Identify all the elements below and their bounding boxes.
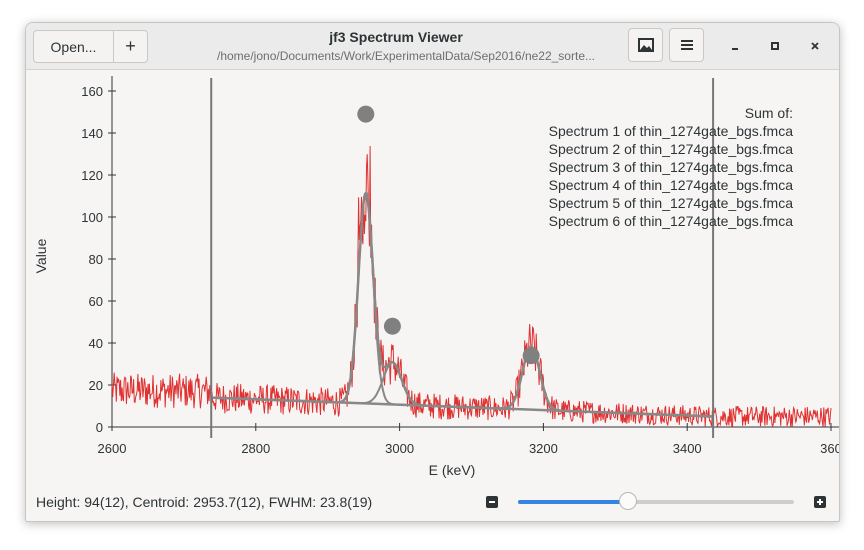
x-tick-label: 3400 bbox=[673, 441, 702, 456]
window-title: jf3 Spectrum Viewer bbox=[329, 29, 463, 45]
peak-fit-curve-2 bbox=[349, 361, 436, 407]
x-tick-label: 360 bbox=[820, 441, 839, 456]
y-axis-label: Value bbox=[33, 238, 49, 273]
close-icon bbox=[811, 42, 819, 50]
fit-result-label: Height: 94(12), Centroid: 2953.7(12), FW… bbox=[36, 494, 373, 510]
y-tick-label: 60 bbox=[89, 294, 103, 309]
x-axis-label: E (keV) bbox=[429, 462, 476, 478]
y-tick-label: 120 bbox=[81, 168, 103, 183]
y-tick-label: 80 bbox=[89, 252, 103, 267]
zoom-slider[interactable] bbox=[518, 492, 794, 510]
legend-item: Spectrum 3 of thin_1274gate_bgs.fmca bbox=[549, 159, 794, 175]
legend-item: Spectrum 4 of thin_1274gate_bgs.fmca bbox=[549, 177, 794, 193]
minimize-icon bbox=[732, 48, 738, 50]
maximize-button[interactable] bbox=[764, 35, 786, 57]
spectrum-plot[interactable]: 0 20 40 60 80 100 120 140 160 2600 2800 3000 3200 34… bbox=[26, 23, 839, 521]
peak-marker-1[interactable] bbox=[357, 105, 375, 123]
close-button[interactable] bbox=[804, 35, 826, 57]
maximize-icon bbox=[771, 42, 779, 50]
zoom-out-button[interactable] bbox=[486, 496, 498, 508]
zoom-in-button[interactable] bbox=[814, 496, 826, 508]
export-image-button[interactable] bbox=[628, 28, 663, 62]
peak-marker-3[interactable] bbox=[522, 347, 540, 365]
x-tick-label: 3200 bbox=[529, 441, 558, 456]
y-tick-label: 20 bbox=[89, 378, 103, 393]
y-tick-label: 100 bbox=[81, 210, 103, 225]
legend-title: Sum of: bbox=[745, 105, 793, 121]
peak-marker-2[interactable] bbox=[383, 317, 401, 335]
hamburger-menu-icon bbox=[680, 40, 693, 50]
minimize-button[interactable] bbox=[724, 35, 746, 57]
window-subtitle: /home/jono/Documents/Work/ExperimentalDa… bbox=[217, 49, 595, 63]
open-button[interactable]: Open... bbox=[33, 30, 114, 63]
zoom-slider-fill bbox=[518, 500, 629, 504]
zoom-out-icon bbox=[489, 501, 495, 503]
y-tick-label: 40 bbox=[89, 336, 103, 351]
zoom-slider-handle[interactable] bbox=[619, 492, 638, 510]
main-menu-button[interactable] bbox=[669, 28, 704, 62]
legend-item: Spectrum 6 of thin_1274gate_bgs.fmca bbox=[549, 213, 794, 229]
add-button[interactable]: + bbox=[113, 30, 148, 63]
x-tick-label: 2800 bbox=[241, 441, 270, 456]
legend-item: Spectrum 2 of thin_1274gate_bgs.fmca bbox=[549, 141, 794, 157]
header-bar: Open... + jf3 Spectrum Viewer /home/jono… bbox=[26, 23, 839, 70]
zoom-in-icon bbox=[817, 499, 823, 505]
legend-item: Spectrum 1 of thin_1274gate_bgs.fmca bbox=[549, 123, 794, 139]
y-tick-label: 140 bbox=[81, 126, 103, 141]
app-window: Open... + jf3 Spectrum Viewer /home/jono… bbox=[25, 22, 840, 522]
y-tick-label: 0 bbox=[96, 420, 103, 435]
y-tick-label: 160 bbox=[81, 84, 103, 99]
legend-item: Spectrum 5 of thin_1274gate_bgs.fmca bbox=[549, 195, 794, 211]
image-icon bbox=[637, 38, 654, 52]
background-fit-line bbox=[211, 396, 714, 418]
x-tick-label: 2600 bbox=[98, 441, 127, 456]
x-tick-label: 3000 bbox=[385, 441, 414, 456]
